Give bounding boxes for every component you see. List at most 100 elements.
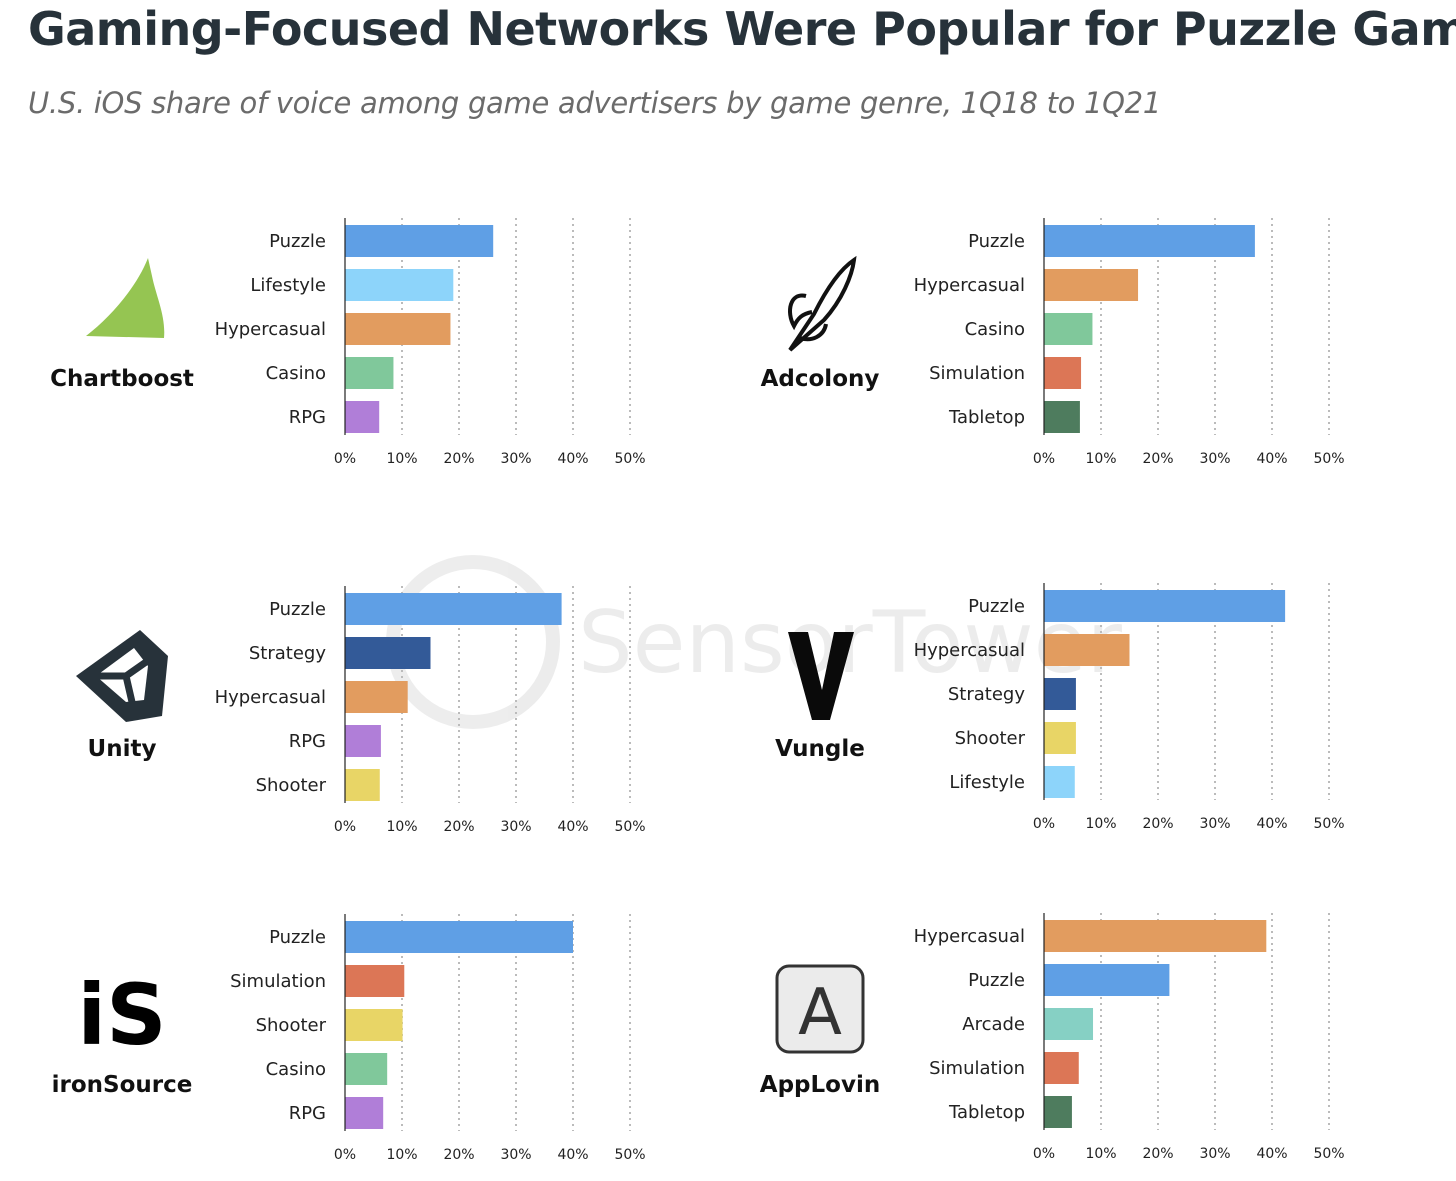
x-tick-label: 0% bbox=[1033, 816, 1055, 832]
category-label: Strategy bbox=[948, 684, 1025, 705]
category-label: Puzzle bbox=[968, 596, 1025, 617]
category-label: Hypercasual bbox=[215, 319, 326, 340]
x-tick-label: 40% bbox=[1256, 1146, 1287, 1162]
x-tick-label: 0% bbox=[1033, 1146, 1055, 1162]
x-tick-label: 40% bbox=[557, 1147, 588, 1163]
x-tick-label: 20% bbox=[1142, 451, 1173, 467]
category-label: Shooter bbox=[256, 1015, 327, 1036]
x-tick-label: 30% bbox=[1199, 451, 1230, 467]
bar-rpg bbox=[345, 401, 380, 433]
bar-lifestyle bbox=[345, 269, 454, 301]
category-label: Arcade bbox=[962, 1014, 1025, 1035]
ironsource-logo-icon: iS bbox=[77, 966, 166, 1064]
bar-strategy bbox=[345, 637, 431, 669]
x-tick-label: 40% bbox=[1256, 816, 1287, 832]
x-tick-label: 20% bbox=[443, 451, 474, 467]
bar-rpg bbox=[345, 725, 381, 757]
x-tick-label: 30% bbox=[1199, 816, 1230, 832]
bar-shooter bbox=[1044, 722, 1076, 754]
network-name: Unity bbox=[88, 736, 157, 762]
x-tick-label: 20% bbox=[443, 819, 474, 835]
network-name: ironSource bbox=[52, 1072, 193, 1098]
chart-panel-vungle: Vungle Puzzle Hypercasual Strategy Shooter Li… bbox=[775, 583, 1345, 832]
network-name: AppLovin bbox=[760, 1072, 880, 1098]
bar-puzzle bbox=[345, 921, 573, 953]
bar-rpg bbox=[345, 1097, 384, 1129]
category-label: Lifestyle bbox=[949, 772, 1025, 793]
x-tick-label: 40% bbox=[557, 819, 588, 835]
applovin-logo-icon: A bbox=[775, 964, 865, 1054]
chart-panel-adcolony: Adcolony Puzzle Hypercasual Casino Simulatio… bbox=[761, 218, 1345, 467]
vungle-logo-icon bbox=[788, 632, 854, 720]
bar-simulation bbox=[1044, 1052, 1079, 1084]
network-name: Vungle bbox=[775, 736, 865, 762]
x-tick-label: 50% bbox=[1313, 1146, 1344, 1162]
x-tick-label: 40% bbox=[557, 451, 588, 467]
x-tick-label: 30% bbox=[500, 451, 531, 467]
bar-simulation bbox=[1044, 357, 1082, 389]
x-tick-label: 50% bbox=[614, 451, 645, 467]
category-label: Puzzle bbox=[968, 231, 1025, 252]
category-label: RPG bbox=[289, 1103, 326, 1124]
bar-puzzle bbox=[345, 225, 494, 257]
x-tick-label: 20% bbox=[443, 1147, 474, 1163]
bar-tabletop bbox=[1044, 401, 1080, 433]
category-label: Hypercasual bbox=[914, 640, 1025, 661]
x-tick-label: 50% bbox=[614, 819, 645, 835]
category-label: Puzzle bbox=[968, 970, 1025, 991]
category-label: Strategy bbox=[249, 643, 326, 664]
svg-text:A: A bbox=[798, 976, 842, 1050]
category-label: Shooter bbox=[256, 775, 327, 796]
chart-title: Gaming-Focused Networks Were Popular for… bbox=[28, 2, 1456, 56]
bar-casino bbox=[345, 357, 394, 389]
bar-lifestyle bbox=[1044, 766, 1075, 798]
x-tick-label: 10% bbox=[1085, 1146, 1116, 1162]
category-label: Simulation bbox=[929, 1058, 1025, 1079]
category-label: Casino bbox=[965, 319, 1025, 340]
bar-shooter bbox=[345, 769, 380, 801]
network-name: Adcolony bbox=[761, 366, 880, 392]
category-label: RPG bbox=[289, 731, 326, 752]
category-label: Hypercasual bbox=[914, 275, 1025, 296]
category-label: Tabletop bbox=[948, 407, 1025, 428]
x-tick-label: 0% bbox=[334, 819, 356, 835]
x-tick-label: 20% bbox=[1142, 816, 1173, 832]
chart-panel-chartboost: Chartboost Puzzle Lifestyle Hypercasual Casi… bbox=[50, 218, 646, 467]
chart-panel-unity: Unity Puzzle Strategy Hypercasual RPG Shooter… bbox=[76, 586, 646, 835]
chart-subtitle: U.S. iOS share of voice among game adver… bbox=[28, 86, 1161, 120]
chart-panel-applovin: A AppLovin Hypercasual Puzzle Arcade Simulati… bbox=[760, 913, 1345, 1162]
bar-hypercasual bbox=[1044, 269, 1139, 301]
x-tick-label: 30% bbox=[500, 1147, 531, 1163]
x-tick-label: 50% bbox=[1313, 451, 1344, 467]
x-tick-label: 50% bbox=[614, 1147, 645, 1163]
category-label: Hypercasual bbox=[215, 687, 326, 708]
category-label: Tabletop bbox=[948, 1102, 1025, 1123]
category-label: Puzzle bbox=[269, 231, 326, 252]
category-label: Puzzle bbox=[269, 927, 326, 948]
bar-tabletop bbox=[1044, 1096, 1072, 1128]
category-label: Casino bbox=[266, 1059, 326, 1080]
category-label: Shooter bbox=[955, 728, 1026, 749]
bar-puzzle bbox=[1044, 590, 1286, 622]
category-label: RPG bbox=[289, 407, 326, 428]
x-tick-label: 0% bbox=[334, 451, 356, 467]
x-tick-label: 10% bbox=[386, 819, 417, 835]
bar-shooter bbox=[345, 1009, 403, 1041]
x-tick-label: 30% bbox=[1199, 1146, 1230, 1162]
x-tick-label: 20% bbox=[1142, 1146, 1173, 1162]
category-label: Hypercasual bbox=[914, 926, 1025, 947]
bar-hypercasual bbox=[1044, 634, 1130, 666]
x-tick-label: 10% bbox=[386, 1147, 417, 1163]
bar-puzzle bbox=[1044, 225, 1255, 257]
bar-hypercasual bbox=[345, 681, 408, 713]
chartboost-logo-icon bbox=[86, 258, 165, 338]
bar-casino bbox=[1044, 313, 1093, 345]
bar-hypercasual bbox=[1044, 920, 1267, 952]
category-label: Puzzle bbox=[269, 599, 326, 620]
bar-arcade bbox=[1044, 1008, 1094, 1040]
bar-strategy bbox=[1044, 678, 1076, 710]
bar-simulation bbox=[345, 965, 405, 997]
x-tick-label: 0% bbox=[334, 1147, 356, 1163]
